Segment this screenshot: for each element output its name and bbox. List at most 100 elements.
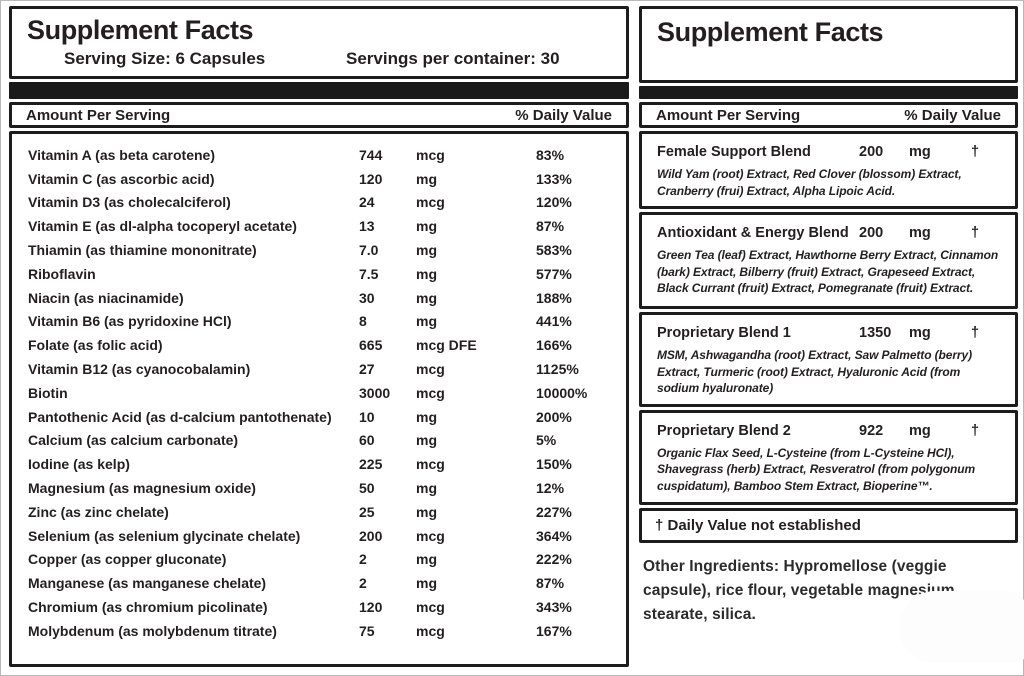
nutrient-amount: 13 — [359, 218, 375, 235]
nutrient-unit: mg — [416, 480, 437, 497]
nutrient-name: Manganese (as manganese chelate) — [28, 575, 267, 592]
nutrient-unit: mg — [416, 218, 437, 235]
serving-info-row: Serving Size: 6 Capsules Servings per co… — [64, 49, 616, 69]
nutrient-row: Chromium (as chromium picolinate) 120 mc… — [12, 595, 626, 619]
nutrient-unit: mcg — [416, 622, 445, 639]
nutrient-daily-value: 83% — [536, 146, 565, 163]
nutrient-daily-value: 188% — [536, 289, 572, 306]
blend-amount: 1350 — [859, 325, 892, 341]
nutrient-name: Folate (as folic acid) — [28, 337, 163, 354]
blend-header: Proprietary Blend 2 922 mg † — [657, 419, 1003, 443]
nutrient-unit: mg — [416, 313, 437, 330]
nutrient-name: Vitamin B6 (as pyridoxine HCl) — [28, 313, 232, 330]
nutrient-name: Molybdenum (as molybdenum titrate) — [28, 622, 277, 639]
nutrient-daily-value: 120% — [536, 194, 572, 211]
supplement-facts-panel-right: Supplement Facts Amount Per Serving % Da… — [639, 6, 1018, 627]
nutrient-daily-value: 87% — [536, 575, 565, 592]
nutrient-daily-value: 5% — [536, 432, 557, 449]
nutrient-name: Vitamin D3 (as cholecalciferol) — [28, 194, 231, 211]
nutrient-name: Vitamin A (as beta carotene) — [28, 146, 215, 163]
nutrient-amount: 50 — [359, 480, 375, 497]
nutrient-name: Vitamin E (as dl-alpha tocoperyl acetate… — [28, 218, 297, 235]
blend-header: Female Support Blend 200 mg † — [657, 140, 1003, 164]
nutrient-amount: 24 — [359, 194, 375, 211]
blend-name: Antioxidant & Energy Blend — [657, 225, 849, 241]
nutrient-row: Biotin 3000 mcg 10000% — [12, 381, 626, 405]
right-panel-title: Supplement Facts — [657, 17, 884, 47]
nutrient-name: Pantothenic Acid (as d-calcium pantothen… — [28, 408, 332, 425]
nutrient-row: Zinc (as zinc chelate) 25 mg 227% — [12, 500, 626, 524]
blend-description: Organic Flax Seed, L-Cysteine (from L-Cy… — [657, 445, 976, 493]
blend-box-proprietary-2: Proprietary Blend 2 922 mg † Organic Fla… — [639, 409, 1018, 505]
daily-value-footnote-box: † Daily Value not established — [639, 507, 1018, 543]
nutrient-name: Chromium (as chromium picolinate) — [28, 599, 268, 616]
nutrient-row: Niacin (as niacinamide) 30 mg 188% — [12, 286, 626, 310]
nutrient-unit: mcg — [416, 599, 445, 616]
nutrient-name: Zinc (as zinc chelate) — [28, 503, 169, 520]
blend-header: Proprietary Blend 1 1350 mg † — [657, 321, 1003, 345]
nutrient-row: Thiamin (as thiamine mononitrate) 7.0 mg… — [12, 238, 626, 262]
blend-unit: mg — [909, 144, 931, 160]
nutrient-row: Riboflavin 7.5 mg 577% — [12, 262, 626, 286]
nutrient-daily-value: 167% — [536, 622, 572, 639]
blend-unit: mg — [909, 422, 931, 439]
left-divider-bar — [9, 82, 629, 99]
blend-dagger: † — [971, 144, 980, 160]
left-daily-value-label: % Daily Value — [515, 106, 612, 124]
blend-box-antioxidant-energy: Antioxidant & Energy Blend 200 mg † Gree… — [639, 212, 1018, 309]
nutrient-row: Vitamin A (as beta carotene) 744 mcg 83% — [12, 143, 626, 167]
nutrient-row: Selenium (as selenium glycinate chelate)… — [12, 524, 626, 548]
nutrient-name: Copper (as copper gluconate) — [28, 551, 227, 568]
nutrient-daily-value: 343% — [536, 599, 572, 616]
nutrient-daily-value: 583% — [536, 242, 572, 259]
nutrient-daily-value: 166% — [536, 337, 572, 354]
nutrient-daily-value: 222% — [536, 551, 572, 568]
nutrient-row: Molybdenum (as molybdenum titrate) 75 mc… — [12, 619, 626, 643]
blend-box-female-support: Female Support Blend 200 mg † Wild Yam (… — [639, 131, 1018, 209]
nutrient-unit: mg — [416, 242, 437, 259]
nutrient-daily-value: 1125% — [536, 361, 579, 378]
nutrient-unit: mg — [416, 551, 437, 568]
nutrient-daily-value: 577% — [536, 265, 572, 282]
nutrient-unit: mg — [416, 432, 437, 449]
nutrient-list-box: Vitamin A (as beta carotene) 744 mcg 83%… — [9, 131, 629, 667]
right-column-header-box: Amount Per Serving % Daily Value — [639, 102, 1018, 128]
nutrient-daily-value: 87% — [536, 218, 565, 235]
nutrient-amount: 25 — [359, 503, 375, 520]
nutrient-unit: mcg — [416, 384, 445, 401]
blend-amount: 922 — [859, 422, 884, 439]
blend-name: Proprietary Blend 1 — [657, 325, 791, 341]
nutrient-amount: 120 — [359, 170, 383, 187]
nutrient-amount: 75 — [359, 622, 375, 639]
nutrient-name: Magnesium (as magnesium oxide) — [28, 480, 256, 497]
nutrient-unit: mcg — [416, 361, 445, 378]
nutrient-amount: 7.0 — [359, 242, 379, 259]
nutrient-amount: 120 — [359, 599, 383, 616]
left-amount-per-serving-label: Amount Per Serving — [26, 106, 171, 124]
nutrient-amount: 665 — [359, 337, 383, 354]
nutrient-row: Copper (as copper gluconate) 2 mg 222% — [12, 548, 626, 572]
nutrient-unit: mg — [416, 265, 437, 282]
blend-dagger: † — [971, 325, 980, 341]
blend-dagger: † — [971, 422, 980, 439]
blend-description: MSM, Ashwagandha (root) Extract, Saw Pal… — [657, 348, 972, 395]
blend-description: Wild Yam (root) Extract, Red Clover (blo… — [657, 167, 962, 198]
nutrient-amount: 2 — [359, 551, 367, 568]
nutrient-row: Vitamin C (as ascorbic acid) 120 mg 133% — [12, 167, 626, 191]
blend-box-proprietary-1: Proprietary Blend 1 1350 mg † MSM, Ashwa… — [639, 312, 1018, 407]
nutrient-name: Niacin (as niacinamide) — [28, 289, 184, 306]
nutrient-amount: 2 — [359, 575, 367, 592]
left-panel-title: Supplement Facts — [27, 15, 254, 45]
blend-description: Green Tea (leaf) Extract, Hawthorne Berr… — [657, 248, 999, 295]
nutrient-amount: 10 — [359, 408, 375, 425]
blend-amount: 200 — [859, 225, 884, 241]
nutrient-row: Vitamin B6 (as pyridoxine HCl) 8 mg 441% — [12, 310, 626, 334]
other-ingredients-text: Other Ingredients: Hypromellose (veggie … — [643, 557, 955, 623]
left-header-box: Supplement Facts Serving Size: 6 Capsule… — [9, 6, 629, 79]
nutrient-unit: mg — [416, 575, 437, 592]
nutrient-unit: mcg DFE — [416, 337, 477, 354]
nutrient-amount: 225 — [359, 456, 383, 473]
nutrient-name: Thiamin (as thiamine mononitrate) — [28, 242, 257, 259]
nutrient-name: Selenium (as selenium glycinate chelate) — [28, 527, 301, 544]
nutrient-row: Pantothenic Acid (as d-calcium pantothen… — [12, 405, 626, 429]
